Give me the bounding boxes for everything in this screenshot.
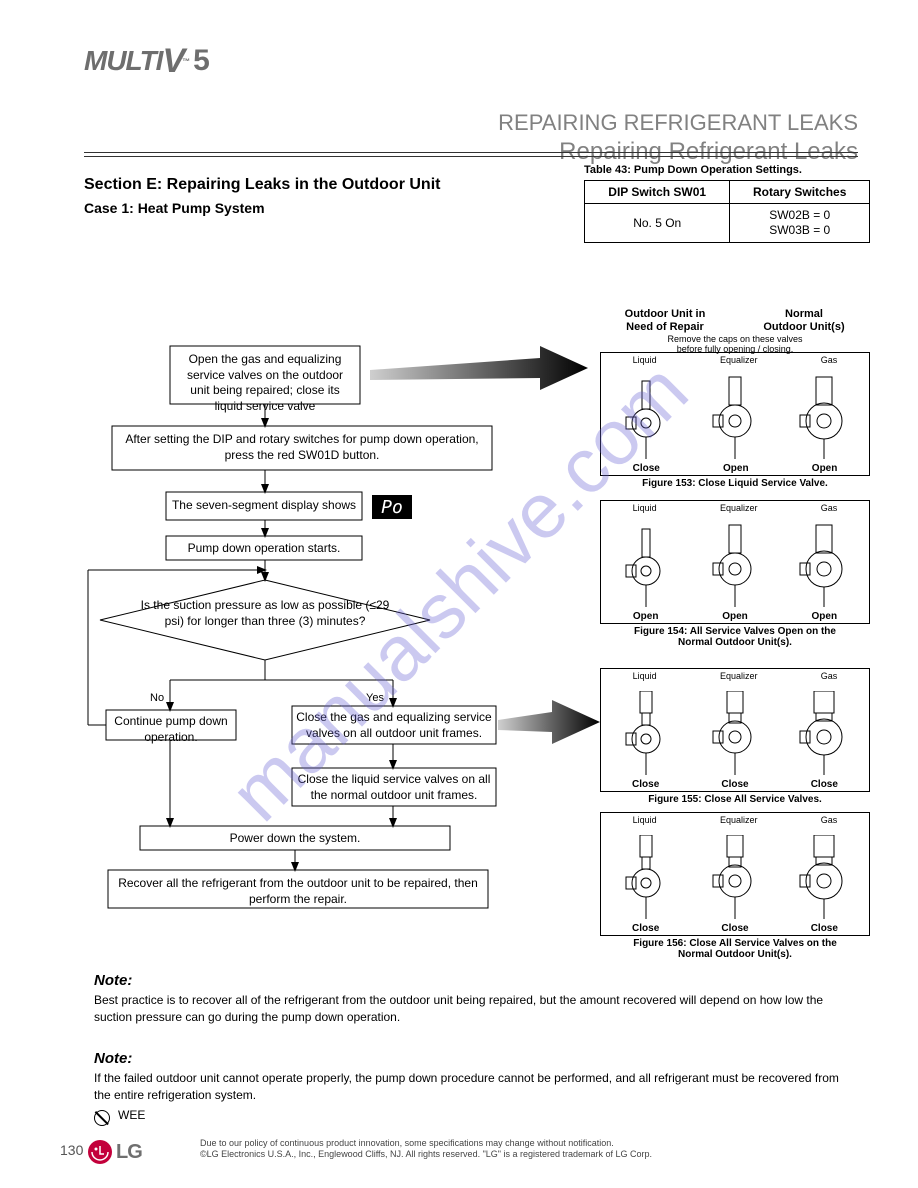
seven-seg-display: Po — [371, 494, 413, 520]
lg-face-icon — [88, 1140, 112, 1164]
no-entry-icon — [94, 1110, 110, 1126]
note-2-label: Note: — [94, 1050, 132, 1067]
flow-box-start: Pump down operation starts. — [170, 541, 358, 557]
flow-power-down: Power down the system. — [144, 831, 446, 847]
state: Close — [721, 923, 748, 934]
valve-gas: Gas — [821, 503, 838, 513]
valve-icon — [616, 835, 676, 921]
fig155-caption: Figure 155: Close All Service Valves. — [600, 794, 870, 805]
flow-continue: Continue pump down operation. — [108, 714, 234, 745]
footer-text: Due to our policy of continuous product … — [200, 1138, 858, 1160]
state: Open — [812, 463, 838, 474]
valve-icon — [705, 691, 765, 777]
valve-liquid: Liquid — [633, 671, 657, 681]
no-label: No — [150, 692, 164, 704]
state: Close — [811, 779, 838, 790]
valve-icon — [616, 375, 676, 461]
valve-states: Close Open Open — [601, 463, 869, 474]
yes-label: Yes — [366, 692, 384, 704]
valve-eq: Equalizer — [720, 355, 758, 365]
remove-caps-note: Remove the caps on these valves before f… — [600, 334, 870, 354]
valve-liquid: Liquid — [633, 355, 657, 365]
flow-decision: Is the suction pressure as low as possib… — [130, 598, 400, 629]
page: MULTIV™5 REPAIRING REFRIGERANT LEAKS Rep… — [0, 0, 918, 1188]
fig154-caption: Figure 154: All Service Valves Open on t… — [600, 626, 870, 648]
state: Close — [633, 463, 660, 474]
note-1-body: Best practice is to recover all of the r… — [94, 992, 858, 1026]
fig153-caption: Figure 153: Close Liquid Service Valve. — [600, 478, 870, 489]
valve-gas: Gas — [821, 355, 838, 365]
valve-fig-156: Liquid Equalizer Gas Close Close Close — [600, 812, 870, 936]
valve-icon — [794, 691, 854, 777]
state: Close — [632, 923, 659, 934]
valve-eq: Equalizer — [720, 503, 758, 513]
valve-fig-155: Liquid Equalizer Gas Close Close Close — [600, 668, 870, 792]
valve-icon — [705, 375, 765, 461]
valve-eq: Equalizer — [720, 815, 758, 825]
page-number: 130 — [60, 1142, 83, 1158]
flow-box-open-valves: Open the gas and equalizing service valv… — [176, 352, 354, 414]
note-2-body: If the failed outdoor unit cannot operat… — [94, 1070, 858, 1104]
state: Close — [811, 923, 838, 934]
lg-logo: LG — [88, 1140, 142, 1164]
valve-icon — [616, 691, 676, 777]
valve-icon — [705, 835, 765, 921]
state: Close — [632, 779, 659, 790]
lg-text: LG — [116, 1141, 142, 1164]
state: Open — [722, 611, 748, 622]
flow-close-gas: Close the gas and equalizing service val… — [296, 710, 492, 741]
flow-recover: Recover all the refrigerant from the out… — [114, 876, 482, 907]
flow-close-liq: Close the liquid service valves on all t… — [296, 772, 492, 803]
valve-fig-154: Liquid Equalizer Gas Open Open Open — [600, 500, 870, 624]
fig156-caption: Figure 156: Close All Service Valves on … — [600, 938, 870, 960]
state: Open — [812, 611, 838, 622]
side-normal-units: Normal Outdoor Unit(s) — [744, 308, 864, 334]
valve-eq: Equalizer — [720, 671, 758, 681]
flow-box-dip: After setting the DIP and rotary switche… — [120, 432, 484, 463]
valve-liquid: Liquid — [633, 503, 657, 513]
valve-labels: Liquid Equalizer Gas — [601, 355, 869, 365]
valve-icon — [794, 523, 854, 609]
valve-icon — [794, 375, 854, 461]
state: Open — [723, 463, 749, 474]
state: Open — [633, 611, 659, 622]
side-repair-unit: Outdoor Unit in Need of Repair — [600, 308, 730, 334]
valve-icon — [794, 835, 854, 921]
state: Close — [721, 779, 748, 790]
note-1-label: Note: — [94, 972, 132, 989]
lg-circle-icon — [88, 1140, 112, 1164]
valve-gas: Gas — [821, 815, 838, 825]
valve-icon — [616, 523, 676, 609]
valve-illustration — [601, 369, 869, 461]
wee-text: WEE — [118, 1108, 145, 1122]
flow-box-display: The seven-segment display shows — [170, 498, 358, 514]
valve-fig-153: Liquid Equalizer Gas Close Open Open — [600, 352, 870, 476]
valve-icon — [705, 523, 765, 609]
valve-gas: Gas — [821, 671, 838, 681]
valve-liquid: Liquid — [633, 815, 657, 825]
